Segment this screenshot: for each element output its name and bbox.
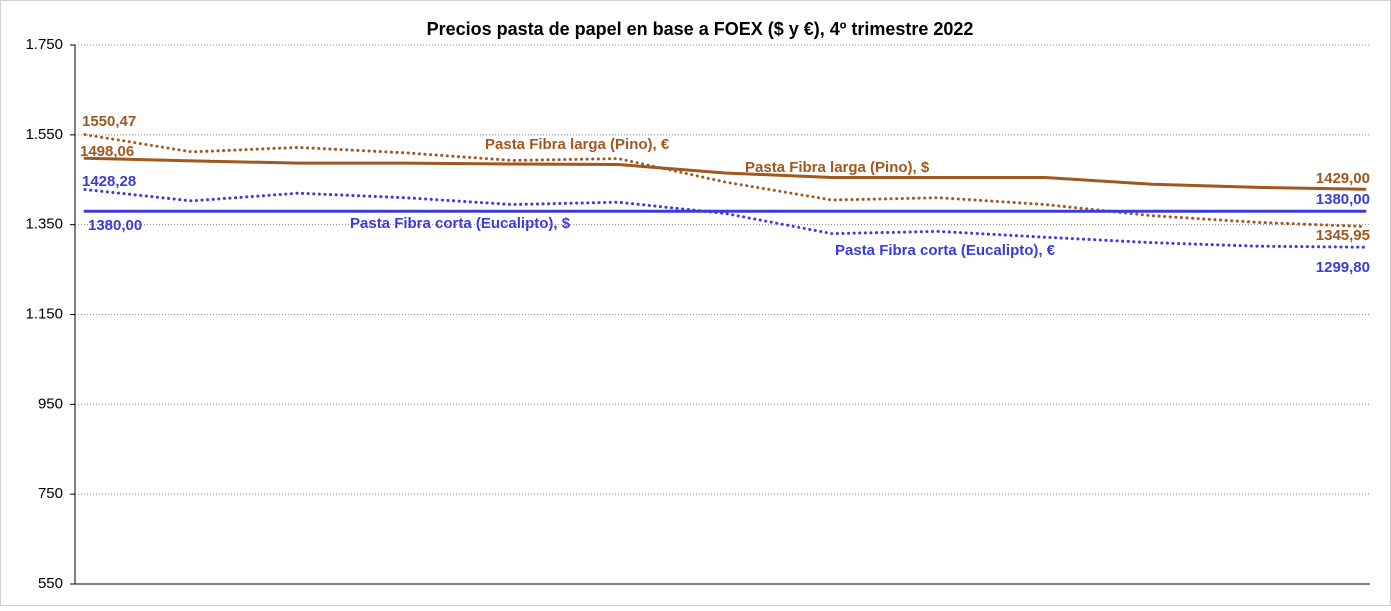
y-tick-label: 1.550 (25, 126, 63, 143)
data-label: 1345,95 (1316, 227, 1370, 244)
series-name: Pasta Fibra corta (Eucalipto), € (835, 242, 1056, 259)
data-label: 1429,00 (1316, 170, 1370, 187)
series-name: Pasta Fibra larga (Pino), $ (745, 159, 930, 176)
data-label: 1380,00 (1316, 191, 1370, 208)
data-label: 1428,28 (82, 173, 136, 190)
series-line (83, 188, 1367, 249)
data-label: 1550,47 (82, 113, 136, 130)
data-label: 1299,80 (1316, 259, 1370, 276)
data-label: 1498,06 (80, 143, 134, 160)
series-line (83, 156, 1367, 191)
y-tick-label: 1.350 (25, 216, 63, 233)
y-tick-label: 1.150 (25, 305, 63, 322)
chart-title: Precios pasta de papel en base a FOEX ($… (427, 19, 974, 39)
series-name: Pasta Fibra corta (Eucalipto), $ (350, 215, 571, 232)
y-tick-label: 550 (38, 575, 63, 592)
series-line (83, 133, 1367, 228)
y-tick-label: 950 (38, 395, 63, 412)
series-name: Pasta Fibra larga (Pino), € (485, 136, 670, 153)
y-tick-label: 750 (38, 485, 63, 502)
data-label: 1380,00 (88, 217, 142, 234)
y-tick-label: 1.750 (25, 36, 63, 53)
